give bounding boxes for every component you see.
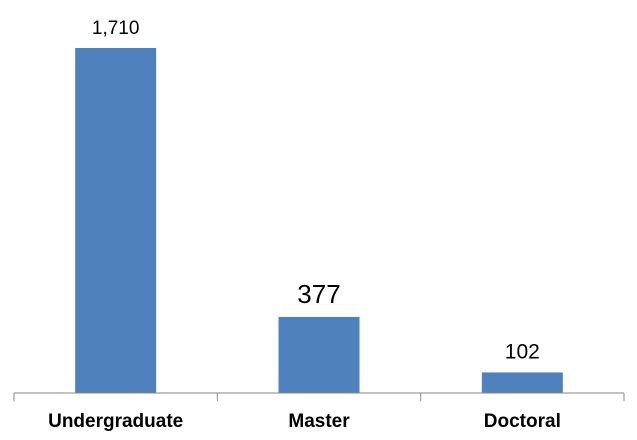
x-axis-tick-labels: Undergraduate Master Doctoral [48, 411, 561, 432]
bar-doctoral [481, 372, 563, 393]
data-label-doctoral: 102 [505, 340, 540, 363]
x-tick-label-doctoral: Doctoral [484, 411, 561, 432]
bars-group [75, 48, 563, 393]
x-tick-label-undergraduate: Undergraduate [48, 411, 183, 432]
bar-master [278, 316, 360, 393]
data-label-undergraduate: 1,710 [92, 18, 140, 39]
x-tick-label-master: Master [288, 411, 350, 432]
data-labels-group: 1,710 377 102 [92, 18, 540, 363]
x-axis-ticks [13, 393, 625, 401]
data-label-master: 377 [297, 279, 340, 309]
bar-undergraduate [75, 48, 157, 393]
